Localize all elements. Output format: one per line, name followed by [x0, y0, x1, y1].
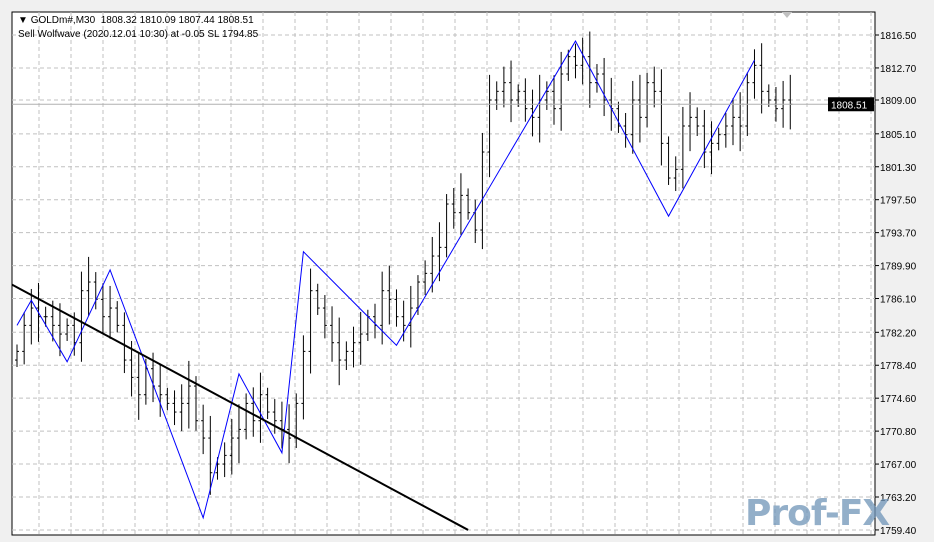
current-price-label: 1808.51	[831, 100, 868, 111]
current-price-label-bg	[828, 97, 874, 112]
y-tick-label: 1770.80	[880, 427, 917, 438]
y-tick-label: 1789.90	[880, 262, 917, 273]
collapse-triangle-icon[interactable]: ▼	[18, 15, 31, 26]
y-tick-label: 1767.00	[880, 460, 917, 471]
y-tick-label: 1778.40	[880, 361, 917, 372]
y-tick-label: 1763.20	[880, 493, 917, 504]
y-tick-label: 1786.10	[880, 295, 917, 306]
wolfwave-line	[16, 40, 755, 520]
y-tick-label: 1805.10	[880, 130, 917, 141]
y-tick-label: 1782.20	[880, 328, 917, 339]
symbol-info: ▼ GOLDm#,M30 1808.32 1810.09 1807.44 180…	[18, 15, 254, 26]
trend-line	[11, 283, 469, 531]
signal-text: Sell Wolfwave (2020.12.01 10:30) at -0.0…	[18, 29, 259, 40]
watermark-logo: Prof-FX	[745, 493, 890, 534]
y-tick-label: 1816.50	[880, 31, 917, 42]
plot-area	[11, 11, 876, 536]
y-tick-label: 1809.00	[880, 96, 917, 107]
chart-shift-marker-icon	[782, 12, 792, 18]
y-tick-label: 1774.60	[880, 394, 917, 405]
symbol-ohlc: GOLDm#,M30 1808.32 1810.09 1807.44 1808.…	[30, 15, 254, 26]
y-tick-label: 1797.50	[880, 196, 917, 207]
y-tick-label: 1812.70	[880, 64, 917, 75]
y-tick-label: 1801.30	[880, 163, 917, 174]
y-tick-label: 1793.70	[880, 229, 917, 240]
y-tick-label: 1759.40	[880, 526, 917, 537]
